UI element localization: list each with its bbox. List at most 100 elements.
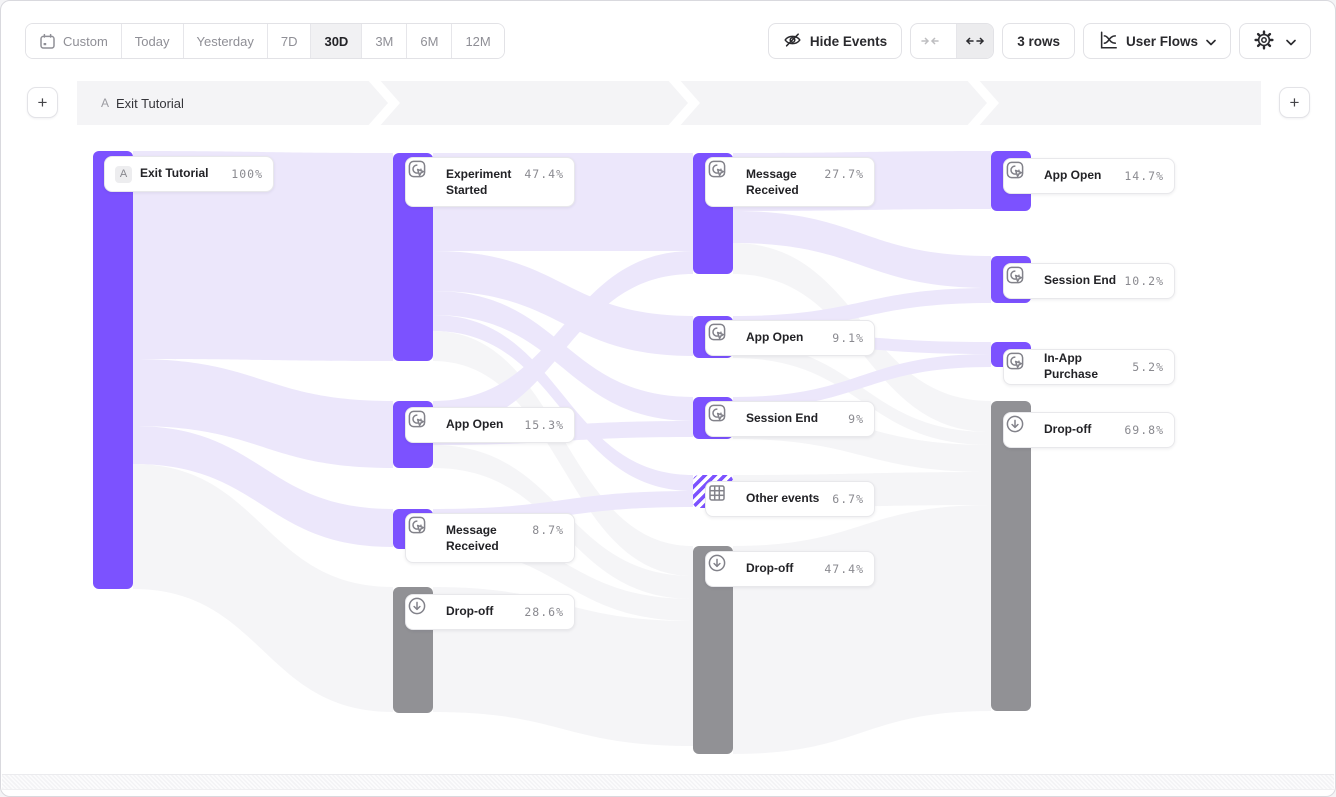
hide-events-label: Hide Events bbox=[809, 33, 888, 49]
flow-step-header: + A Exit Tutorial + bbox=[1, 81, 1335, 125]
event-badge: A bbox=[115, 165, 132, 183]
date-range-custom[interactable]: Custom bbox=[26, 24, 122, 58]
date-range-6m[interactable]: 6M bbox=[407, 24, 453, 58]
gear-icon bbox=[1254, 29, 1274, 53]
collapse-expand-control bbox=[910, 23, 995, 59]
date-range-label: 30D bbox=[324, 33, 349, 49]
flow-ribbon bbox=[733, 354, 991, 409]
node-percent: 27.7% bbox=[824, 167, 864, 181]
event-icon bbox=[408, 160, 438, 189]
node-label: Exit Tutorial bbox=[140, 166, 209, 181]
step-band[interactable] bbox=[77, 81, 1261, 125]
node-label: Drop-off bbox=[1044, 422, 1092, 437]
chevron-down-icon bbox=[1286, 34, 1296, 49]
node-percent: 14.7% bbox=[1124, 169, 1164, 183]
node-label: Experiment Started bbox=[446, 167, 512, 197]
date-range-3m[interactable]: 3M bbox=[362, 24, 408, 58]
node-card-session-end[interactable]: Session End 10.2% bbox=[1003, 263, 1175, 299]
event-icon bbox=[708, 160, 738, 189]
node-percent: 47.4% bbox=[524, 167, 564, 181]
add-step-right-button[interactable]: + bbox=[1279, 87, 1310, 118]
date-range-label: Today bbox=[134, 33, 170, 49]
date-range-7d[interactable]: 7D bbox=[267, 24, 312, 58]
drop-off-icon bbox=[1006, 415, 1036, 441]
date-range-label: 3M bbox=[375, 33, 394, 49]
node-percent: 100% bbox=[231, 167, 263, 181]
arrows-outward-icon[interactable] bbox=[956, 24, 994, 58]
flow-bar-exit-tutorial[interactable] bbox=[93, 151, 133, 589]
rows-label: 3 rows bbox=[1017, 33, 1060, 49]
node-card-session-end[interactable]: Session End 9% bbox=[705, 401, 875, 437]
node-percent: 9% bbox=[848, 412, 864, 426]
step-label[interactable]: A Exit Tutorial bbox=[101, 81, 184, 125]
node-percent: 15.3% bbox=[524, 418, 564, 432]
node-card-drop-off[interactable]: Drop-off 47.4% bbox=[705, 551, 875, 587]
node-percent: 5.2% bbox=[1132, 360, 1164, 374]
flow-ribbon bbox=[433, 315, 693, 491]
flow-ribbon bbox=[433, 291, 693, 421]
date-range-label: 7D bbox=[280, 33, 298, 49]
flow-ribbon bbox=[433, 331, 693, 576]
node-card-experiment-started[interactable]: Experiment Started 47.4% bbox=[405, 157, 575, 207]
step-badge: A bbox=[101, 96, 110, 110]
node-label: Message Received bbox=[446, 523, 499, 553]
eye-off-icon bbox=[783, 31, 802, 52]
flow-ribbon bbox=[133, 426, 393, 547]
node-percent: 6.7% bbox=[832, 492, 864, 506]
drop-off-icon bbox=[708, 554, 738, 580]
node-percent: 9.1% bbox=[832, 331, 864, 345]
flow-ribbon bbox=[733, 211, 991, 288]
event-icon bbox=[408, 410, 438, 436]
node-label: Message Received bbox=[746, 167, 799, 197]
date-range-30d[interactable]: 30D bbox=[311, 24, 363, 58]
arrows-inward-icon[interactable] bbox=[911, 24, 948, 58]
hide-events-button[interactable]: Hide Events bbox=[767, 23, 903, 59]
other-events-icon bbox=[709, 485, 738, 510]
node-card-drop-off[interactable]: Drop-off 28.6% bbox=[405, 594, 575, 630]
footer-divider bbox=[2, 774, 1334, 775]
node-label: Session End bbox=[1044, 273, 1117, 288]
node-label: Drop-off bbox=[746, 561, 794, 576]
event-icon bbox=[1006, 266, 1036, 292]
node-card-exit-tutorial[interactable]: A Exit Tutorial 100% bbox=[104, 156, 274, 192]
node-card-in-app-purchase[interactable]: In-App Purchase 5.2% bbox=[1003, 349, 1175, 385]
flow-ribbon bbox=[433, 251, 693, 429]
event-icon bbox=[1006, 352, 1036, 378]
node-card-other-events[interactable]: Other events 6.7% bbox=[705, 481, 875, 517]
settings-button[interactable] bbox=[1239, 23, 1311, 59]
node-card-message-received[interactable]: Message Received 27.7% bbox=[705, 157, 875, 207]
flow-bar-drop-off[interactable] bbox=[991, 401, 1031, 711]
toolbar-right: Hide Events 3 rows bbox=[767, 23, 1311, 59]
node-card-app-open[interactable]: App Open 9.1% bbox=[705, 320, 875, 356]
date-range-today[interactable]: Today bbox=[121, 24, 184, 58]
node-card-message-received[interactable]: Message Received 8.7% bbox=[405, 513, 575, 563]
node-percent: 10.2% bbox=[1124, 274, 1164, 288]
node-card-app-open[interactable]: App Open 14.7% bbox=[1003, 158, 1175, 194]
toolbar: Custom Today Yesterday 7D 30D 3M 6M 12M Hide Ev… bbox=[25, 23, 1311, 59]
rows-button[interactable]: 3 rows bbox=[1002, 23, 1075, 59]
view-selector-label: User Flows bbox=[1125, 33, 1198, 49]
node-percent: 47.4% bbox=[824, 562, 864, 576]
flow-ribbon bbox=[133, 359, 393, 468]
node-percent: 8.7% bbox=[532, 523, 564, 537]
flow-ribbon bbox=[733, 343, 991, 445]
node-label: App Open bbox=[1044, 168, 1102, 183]
node-percent: 28.6% bbox=[524, 605, 564, 619]
chevron-down-icon bbox=[1206, 34, 1216, 49]
node-label: In-App Purchase bbox=[1044, 351, 1099, 381]
view-selector-button[interactable]: User Flows bbox=[1082, 23, 1231, 59]
event-icon bbox=[1006, 161, 1036, 187]
node-card-drop-off[interactable]: Drop-off 69.8% bbox=[1003, 412, 1175, 448]
date-range-yesterday[interactable]: Yesterday bbox=[183, 24, 268, 58]
flows-chart-icon bbox=[1098, 30, 1118, 53]
node-percent: 69.8% bbox=[1124, 423, 1164, 437]
drop-off-icon bbox=[408, 597, 438, 623]
node-card-app-open[interactable]: App Open 15.3% bbox=[405, 407, 575, 443]
add-step-left-button[interactable]: + bbox=[27, 87, 58, 118]
event-icon bbox=[408, 516, 438, 545]
date-range-12m[interactable]: 12M bbox=[452, 24, 504, 58]
footer-scroll-track[interactable] bbox=[2, 775, 1334, 790]
date-range-label: 6M bbox=[420, 33, 439, 49]
